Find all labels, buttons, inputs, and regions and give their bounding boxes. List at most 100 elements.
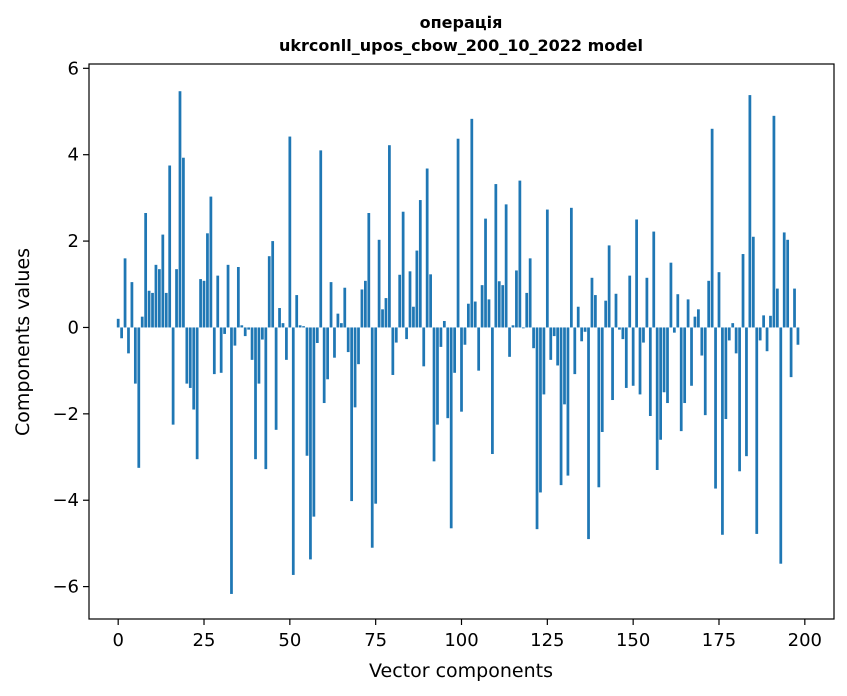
bar (614, 293, 618, 328)
bar (346, 327, 350, 353)
bar (453, 327, 457, 373)
bar (182, 157, 185, 328)
bar (731, 323, 735, 328)
bar (161, 234, 165, 328)
bar (484, 218, 487, 328)
bar (576, 306, 580, 328)
bar (408, 271, 412, 328)
bar (594, 295, 597, 328)
bar (209, 196, 213, 328)
bar (611, 327, 614, 401)
bar (388, 145, 391, 328)
bar (401, 211, 405, 328)
bar (635, 219, 638, 328)
bar (703, 327, 707, 416)
bar (765, 327, 769, 352)
bar (360, 289, 364, 328)
bar (271, 241, 275, 328)
bar (569, 207, 573, 328)
bar (597, 327, 601, 488)
bar (545, 209, 549, 328)
bar (175, 269, 178, 328)
bar (697, 309, 700, 328)
bar (418, 200, 422, 328)
bar (587, 327, 590, 540)
y-axis-label: Components values (12, 248, 34, 436)
bar (233, 327, 237, 346)
bar (789, 327, 793, 378)
x-tick-label: 25 (193, 630, 216, 651)
x-tick-label: 200 (788, 630, 822, 651)
bar (796, 327, 800, 345)
bar (583, 327, 587, 332)
bar (305, 327, 309, 456)
bar (672, 327, 676, 333)
bar (199, 279, 202, 328)
bar (779, 327, 783, 564)
bar (353, 327, 357, 408)
chart-title: операція (420, 13, 503, 32)
bar (700, 327, 704, 356)
x-axis-label: Vector components (369, 660, 553, 682)
bar (669, 262, 673, 328)
bar (624, 327, 628, 388)
bar (724, 327, 728, 420)
bar (202, 280, 206, 328)
bar (618, 327, 621, 330)
bar (769, 315, 772, 328)
bar (223, 327, 226, 334)
bar (755, 327, 759, 534)
bar (405, 327, 408, 340)
bar (487, 299, 491, 328)
bar (432, 327, 436, 462)
bar (178, 91, 182, 328)
bar (710, 128, 714, 328)
bar (473, 301, 477, 328)
bar (679, 327, 683, 432)
x-tick-label: 175 (702, 630, 736, 651)
bar (412, 306, 415, 328)
bar (648, 327, 652, 416)
bar (631, 327, 635, 386)
bar (415, 250, 419, 328)
bar (254, 327, 257, 460)
bar (676, 294, 680, 328)
bar (714, 327, 717, 489)
bar (539, 327, 542, 493)
bar (528, 258, 532, 328)
bar (315, 327, 319, 344)
bar (751, 236, 755, 328)
bar (381, 309, 384, 328)
bar (257, 327, 261, 384)
bar (429, 274, 432, 328)
bar (556, 327, 560, 366)
bar (298, 325, 302, 328)
bar (460, 327, 463, 412)
bar (425, 168, 429, 328)
bar (508, 327, 511, 357)
bar (463, 327, 467, 345)
bar (480, 285, 484, 328)
bar (662, 327, 666, 393)
bar (195, 327, 199, 460)
bar (436, 327, 439, 425)
bar (377, 239, 381, 328)
bar (449, 327, 453, 529)
bar (127, 327, 130, 354)
bar (137, 327, 141, 468)
bar (288, 136, 292, 328)
bar (734, 327, 738, 354)
bar (302, 326, 305, 328)
bar (243, 327, 247, 337)
bar (690, 327, 693, 386)
bar (264, 327, 268, 470)
bar (786, 239, 790, 328)
chart-subtitle: ukrconll_upos_cbow_200_10_2022 model (279, 36, 643, 55)
bar (511, 325, 515, 328)
plot-area (116, 91, 800, 594)
bar (151, 292, 154, 328)
bar (219, 327, 223, 373)
bar (600, 327, 604, 432)
bar (370, 327, 374, 548)
